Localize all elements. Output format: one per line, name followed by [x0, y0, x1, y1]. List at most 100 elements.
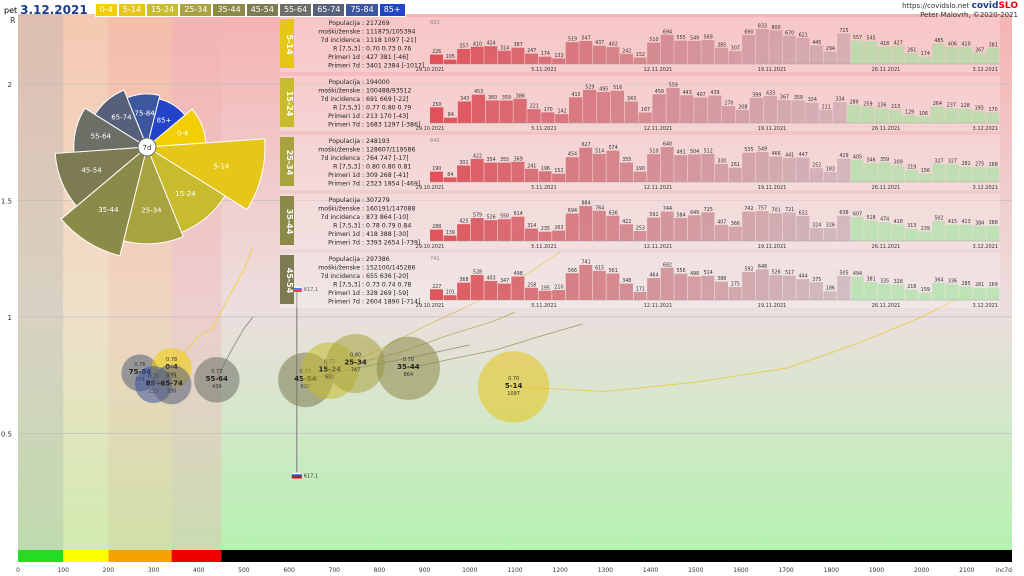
panel-bar-label: 764	[595, 205, 604, 211]
panel-bar-label: 368	[459, 277, 468, 283]
info-key: Primeri 7d	[328, 181, 360, 188]
panel-bar	[470, 46, 484, 64]
panel-date-label: 29.10.2021	[416, 185, 445, 191]
panel-bar-label: 579	[473, 213, 482, 219]
info-key: moški/ženske	[318, 205, 360, 213]
panel-bar	[674, 40, 688, 64]
panel-bar-label: 324	[812, 223, 821, 229]
info-value: : 418 388 [-30]	[362, 231, 409, 238]
panel-bar-label: 364	[934, 277, 943, 283]
panel-bar	[833, 102, 847, 123]
panel-bar-label: 357	[459, 44, 468, 50]
y-tick-label: 1	[8, 314, 12, 322]
info-value: : 111875/105394	[362, 29, 415, 36]
panel-bar	[457, 282, 471, 300]
panel-bar	[579, 206, 593, 241]
panel-bar-label: 454	[568, 152, 577, 158]
panel-bar-label: 433	[766, 90, 775, 96]
panel-bar-label: 833	[758, 24, 767, 30]
svg-text:0.78: 0.78	[166, 357, 177, 363]
panel-bar-label: 327	[948, 159, 957, 165]
panel-bar-label: 309	[894, 160, 903, 166]
info-key: Primeri 7d	[328, 299, 360, 306]
band-tint-3	[171, 14, 222, 550]
panel-bar	[497, 219, 511, 241]
panel-bar-label: 514	[595, 148, 604, 154]
panel-bar	[660, 267, 674, 300]
panel-bar-label: 441	[785, 152, 794, 158]
panel-bar	[484, 162, 498, 182]
info-key: Primeri 1d	[328, 172, 360, 179]
panel-bar-label: 142	[557, 109, 566, 115]
panel-bar-label: 518	[866, 215, 875, 221]
panel-bar-label: 648	[758, 264, 767, 270]
panel-bar	[633, 57, 647, 64]
panel-bar	[511, 276, 525, 300]
panel-age-tab	[280, 137, 294, 186]
panel-bar	[527, 109, 541, 123]
x-tick-label: 700	[329, 567, 341, 574]
bubble-trail	[171, 246, 254, 369]
panel-bar-label: 355	[622, 157, 631, 163]
panel-bar	[430, 54, 443, 64]
panel-bar	[918, 56, 932, 64]
panel-bar-label: 195	[541, 285, 550, 291]
panel-date-label: 29.10.2021	[416, 244, 445, 250]
panel-bar-label: 190	[636, 166, 645, 172]
svg-text:1097: 1097	[507, 391, 520, 397]
panel-bar-label: 355	[500, 157, 509, 163]
x-tick-label: 900	[419, 567, 431, 574]
panel-bar-label: 330	[717, 158, 726, 164]
panel-bar	[986, 112, 1000, 123]
report-date: 3.12.2021	[20, 3, 88, 17]
panel-bar	[592, 153, 606, 182]
panel-bar	[579, 265, 593, 300]
svg-text:0.71: 0.71	[148, 374, 159, 380]
rose-center-label: 7d	[143, 144, 152, 152]
panel-date-label: 19.11.2021	[758, 303, 787, 309]
panel-bar	[728, 167, 742, 182]
panel-bar	[769, 156, 783, 182]
panel-bar-label: 510	[649, 37, 658, 43]
site-url[interactable]: https://covidslo.net	[902, 2, 970, 10]
info-value: : 2604 1890 [-714]	[362, 299, 420, 306]
panel-bar-label: 439	[710, 90, 719, 96]
panel-age-tab	[280, 19, 294, 68]
panel-bar-label: 369	[514, 156, 523, 162]
panel-bar	[763, 95, 777, 123]
panel-bar-label: 694	[568, 208, 577, 214]
panel-bar-label: 413	[961, 219, 970, 225]
panel-bar-label: 228	[961, 103, 970, 109]
x-tick-label: 2100	[959, 567, 974, 574]
panel-bar-label: 591	[649, 212, 658, 218]
panel-bar	[511, 161, 525, 182]
info-key: R [7,5,3]	[333, 46, 360, 53]
panel-bar	[430, 229, 443, 241]
info-key: R [7,5,3]	[333, 282, 360, 289]
rose-segment-75-84	[126, 93, 161, 149]
panel-bar-label: 407	[697, 92, 706, 98]
panel-bar	[457, 49, 471, 64]
x-tick-label: 600	[283, 567, 295, 574]
panel-bar	[877, 162, 891, 182]
panel-bar-label: 227	[432, 284, 441, 290]
panel-bar	[796, 157, 810, 182]
panel-bar	[579, 41, 593, 64]
panel-bar-label: 694	[663, 29, 672, 35]
panel-bar	[470, 158, 484, 182]
panel-bar-label: 437	[595, 40, 604, 46]
incidence-band	[63, 550, 109, 562]
age-rose-chart: 0-4 5-14 15-24 25-34 35-44 45-54 55-64 65-74 75-…	[54, 89, 266, 257]
panel-bar-label: 529	[585, 84, 594, 90]
panel-bar	[877, 46, 891, 64]
panel-bar-label: 741	[581, 260, 590, 266]
panel-date-label: 19.11.2021	[758, 185, 787, 191]
info-value: : 0.70 0.73 0.76	[362, 46, 411, 53]
panel-bar-label: 447	[799, 152, 808, 158]
panel-bar-label: 744	[663, 206, 672, 212]
panel-bar-label: 263	[554, 225, 563, 231]
panel-bar-label: 725	[839, 28, 848, 34]
